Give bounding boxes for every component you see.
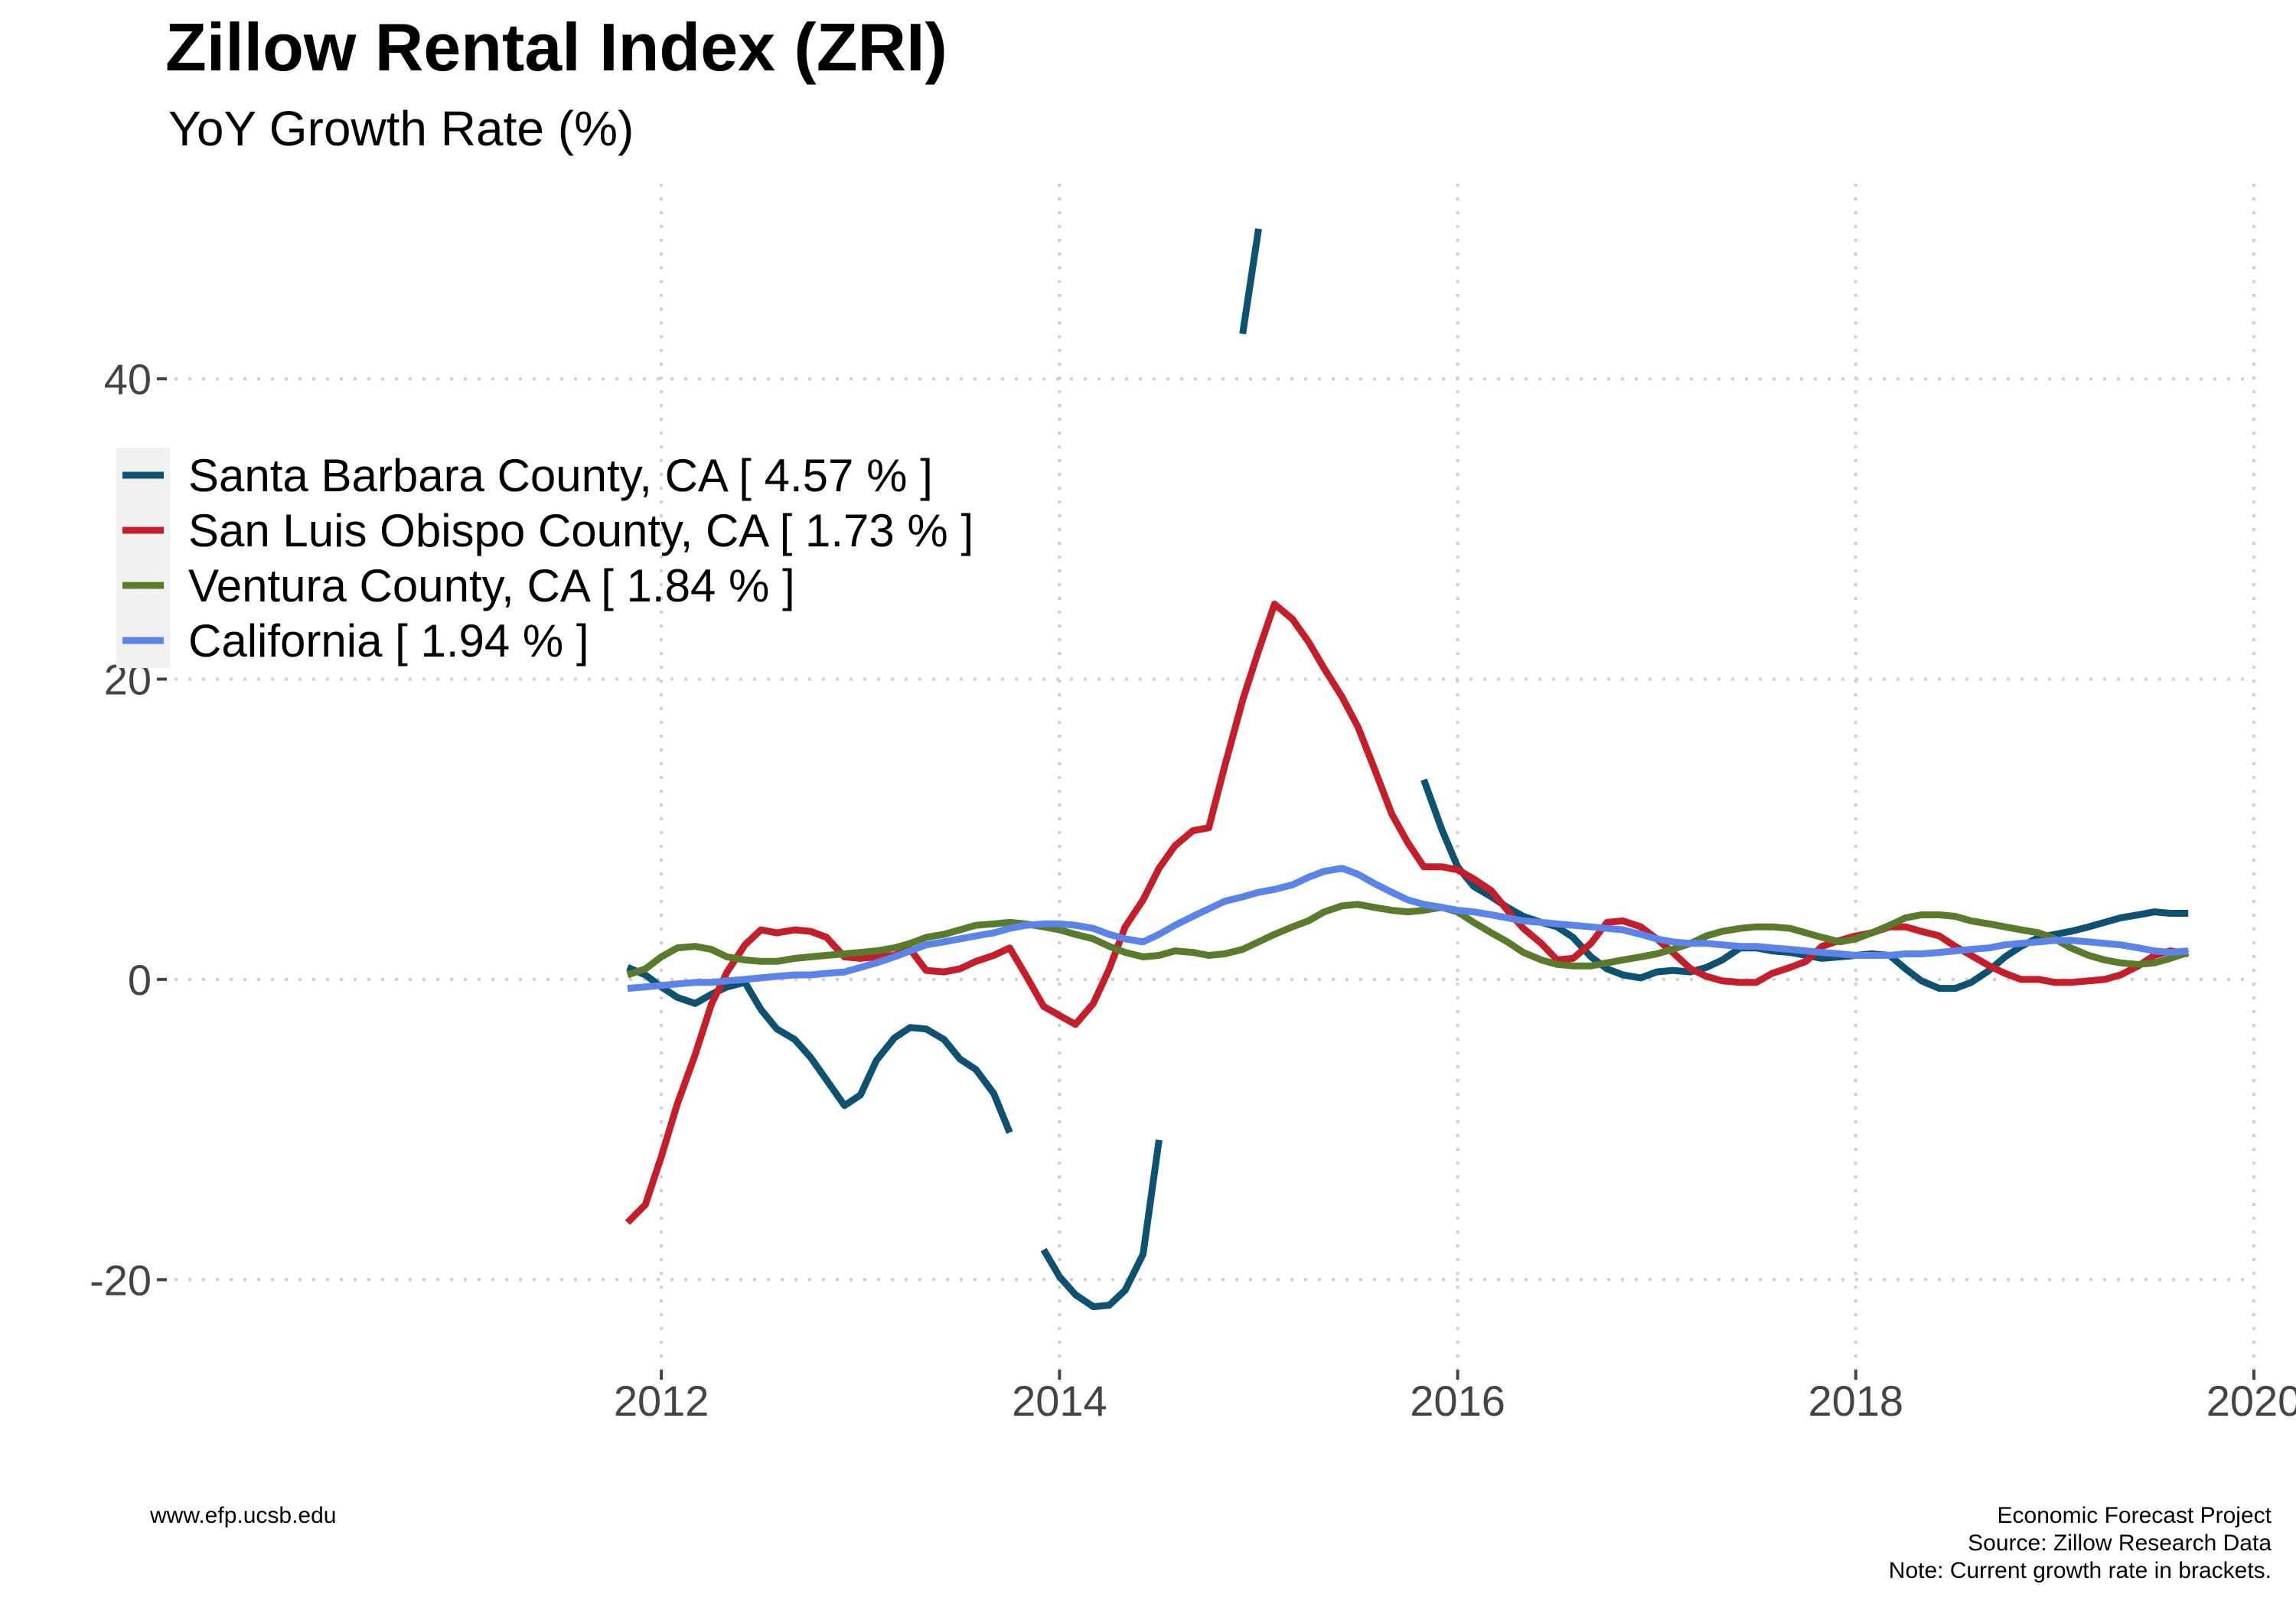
series-line-0	[626, 964, 1013, 1134]
y-tick-label: 40	[104, 355, 152, 403]
caption-right-line: Note: Current growth rate in brackets.	[1889, 1558, 2272, 1583]
legend-label: Santa Barbara County, CA [ 4.57 % ]	[188, 450, 933, 501]
caption-right-line: Source: Zillow Research Data	[1968, 1530, 2272, 1556]
chart-title: Zillow Rental Index (ZRI)	[165, 9, 947, 85]
grid-lines	[161, 184, 2255, 1370]
legend-label: California [ 1.94 % ]	[188, 615, 589, 667]
x-tick-label: 2018	[1808, 1377, 1903, 1425]
y-tick-label: 0	[128, 956, 152, 1004]
x-axis: 2012 2014 2016 2018 2020	[614, 1370, 2296, 1425]
plot-area	[625, 228, 2190, 1311]
series-line-0	[1239, 228, 1262, 334]
x-tick-label: 2016	[1410, 1377, 1505, 1425]
legend: Santa Barbara County, CA [ 4.57 % ]San L…	[116, 448, 974, 668]
legend-key-background	[116, 448, 170, 668]
legend-label: Ventura County, CA [ 1.84 % ]	[188, 560, 795, 611]
y-tick-label: -20	[90, 1256, 152, 1304]
caption-right-line: Economic Forecast Project	[1998, 1503, 2272, 1528]
caption-left: www.efp.ucsb.edu	[149, 1503, 336, 1528]
legend-label: San Luis Obispo County, CA [ 1.73 % ]	[188, 505, 974, 556]
series-line-2	[626, 901, 2190, 979]
x-tick-label: 2020	[2206, 1377, 2296, 1425]
x-tick-label: 2012	[614, 1377, 709, 1425]
x-tick-label: 2014	[1012, 1377, 1107, 1425]
chart-subtitle: YoY Growth Rate (%)	[168, 101, 634, 156]
series-line-0	[1040, 1139, 1163, 1311]
series-line-3	[627, 865, 2189, 993]
